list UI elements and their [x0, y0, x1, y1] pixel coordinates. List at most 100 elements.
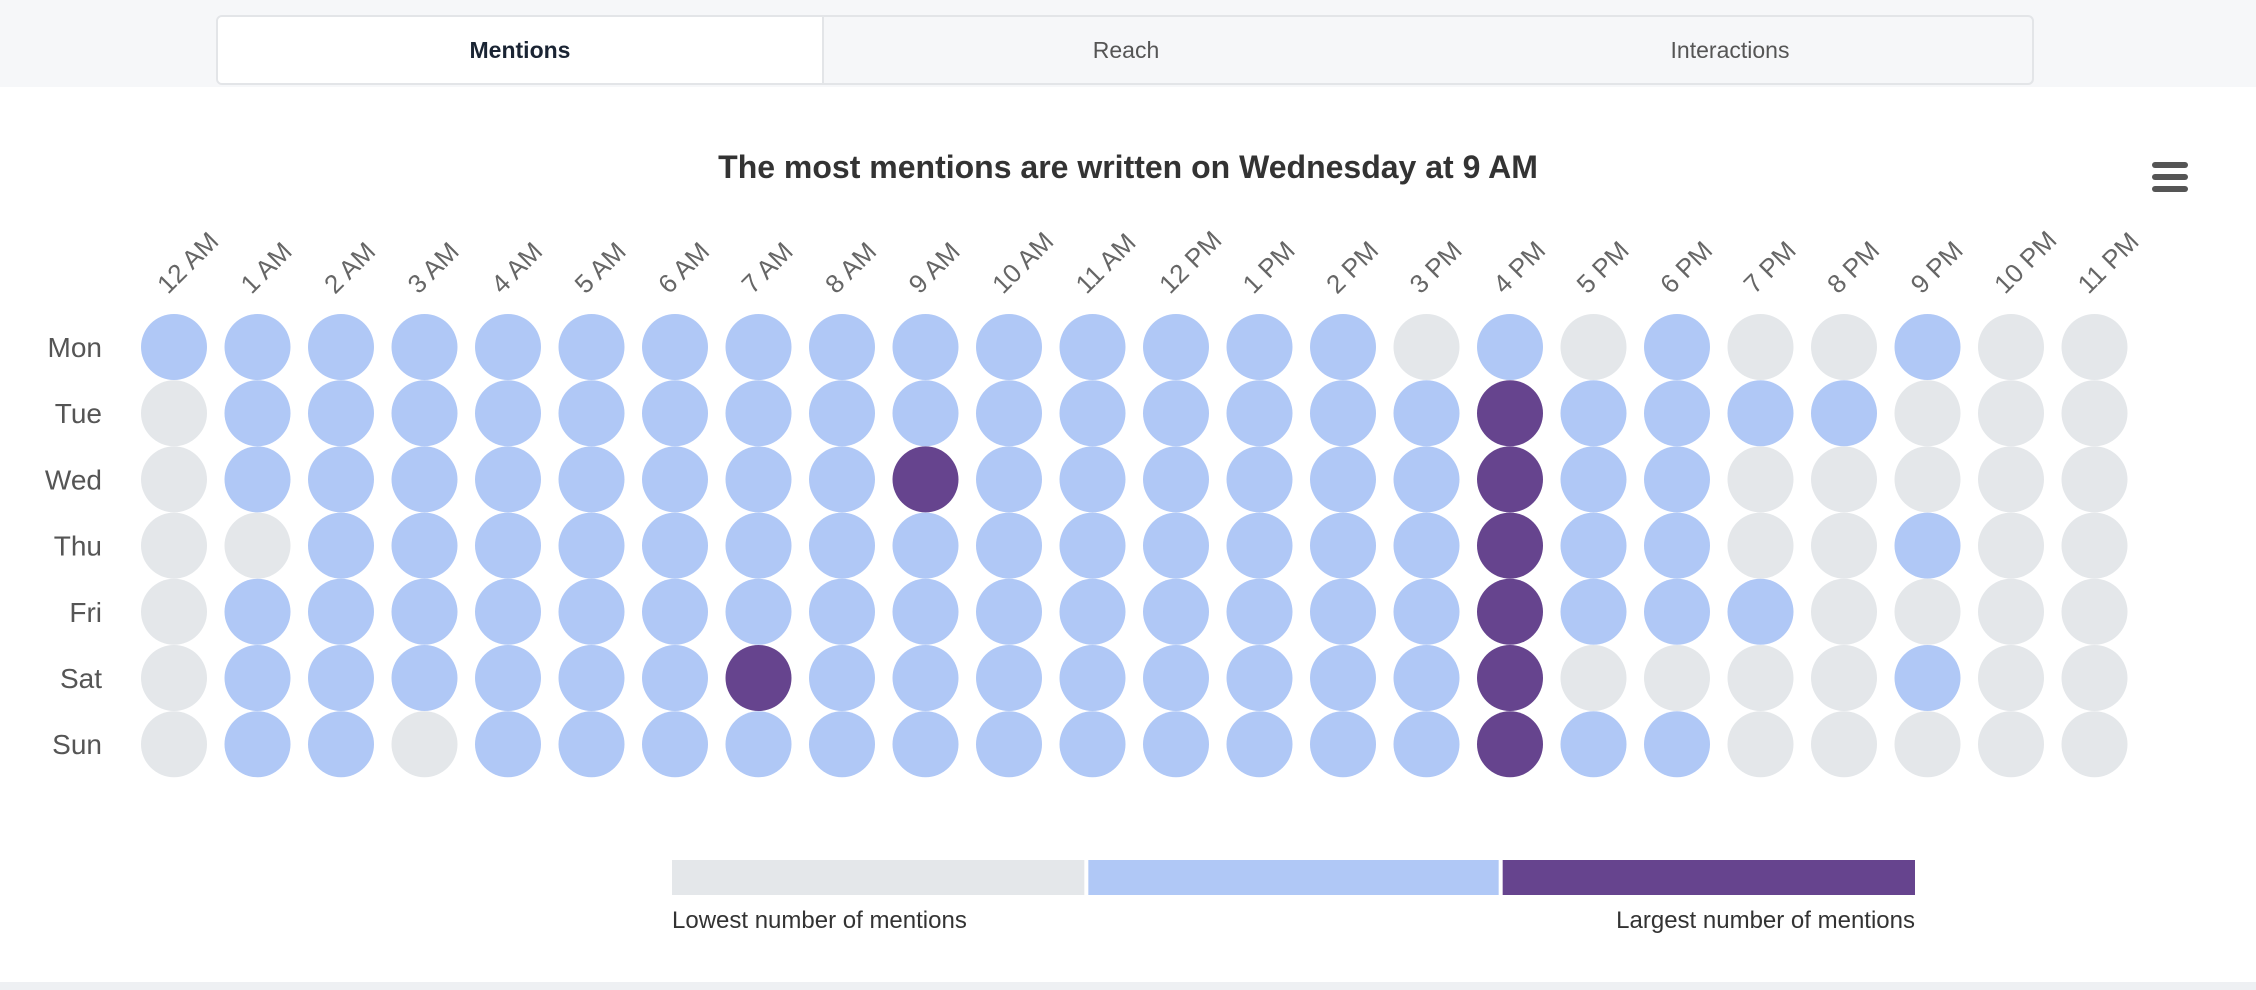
heatmap-cell	[1811, 314, 1877, 380]
heatmap-cell	[141, 446, 207, 513]
heatmap-cell	[809, 578, 875, 645]
heatmap-cell	[1644, 645, 1710, 711]
x-axis-tick-label: 5 PM	[1571, 235, 1635, 299]
hamburger-menu-icon[interactable]	[2150, 158, 2190, 196]
heatmap-cell	[1811, 446, 1877, 513]
x-axis-tick-label: 1 PM	[1237, 235, 1301, 299]
heatmap-cell	[1310, 314, 1376, 380]
heatmap-cell	[1560, 645, 1627, 711]
heatmap-cell	[475, 446, 541, 513]
heatmap-cell	[1143, 578, 1209, 645]
heatmap-cell	[1644, 512, 1710, 579]
tab-mentions[interactable]: Mentions	[218, 17, 824, 83]
heatmap-cell	[1477, 645, 1543, 711]
heatmap-cell	[1727, 711, 1794, 778]
heatmap-cell	[1143, 711, 1209, 778]
heatmap-cell	[1143, 380, 1209, 447]
heatmap-cell	[1393, 446, 1460, 513]
heatmap-cell	[1644, 380, 1710, 447]
x-axis-tick-label: 10 PM	[1988, 225, 2062, 299]
heatmap-cell	[892, 578, 959, 645]
heatmap-cell	[725, 314, 792, 380]
heatmap-cell	[1393, 512, 1460, 579]
heatmap-cell	[1560, 446, 1627, 513]
x-axis-tick-label: 3 AM	[402, 236, 465, 299]
heatmap-cell	[558, 380, 625, 447]
heatmap-cell	[809, 446, 875, 513]
heatmap-cell	[1226, 314, 1293, 380]
legend-color-segment	[1502, 860, 1915, 895]
heatmap-cell	[224, 578, 291, 645]
heatmap-cell	[1393, 578, 1460, 645]
heatmap-cell	[558, 314, 625, 380]
heatmap-cell	[642, 578, 708, 645]
heatmap-cell	[1978, 711, 2044, 778]
chart-panel	[0, 87, 2256, 982]
heatmap-cell	[1226, 446, 1293, 513]
heatmap-cell	[1727, 645, 1794, 711]
heatmap-cell	[391, 645, 458, 711]
heatmap-cell	[1727, 314, 1794, 380]
heatmap-cell	[1978, 512, 2044, 579]
heatmap-cell	[976, 380, 1042, 447]
heatmap-cell	[1727, 512, 1794, 579]
heatmap-cell	[2061, 380, 2128, 447]
heatmap-cell	[1811, 578, 1877, 645]
chart-title: The most mentions are written on Wednesd…	[718, 149, 1538, 185]
heatmap-cell	[1477, 446, 1543, 513]
heatmap-cell	[1310, 578, 1376, 645]
heatmap-cell	[1811, 645, 1877, 711]
heatmap-cell	[558, 578, 625, 645]
heatmap-cell	[1226, 380, 1293, 447]
heatmap-cell	[224, 645, 291, 711]
heatmap-cell	[725, 578, 792, 645]
heatmap-cell	[2061, 578, 2128, 645]
heatmap-cell	[1310, 711, 1376, 778]
heatmap-cell	[1310, 380, 1376, 447]
heatmap-cell	[1560, 512, 1627, 579]
heatmap-cell	[1477, 512, 1543, 579]
heatmap-cell	[1059, 578, 1126, 645]
heatmap-cell	[642, 512, 708, 579]
heatmap-cell	[391, 380, 458, 447]
tab-reach[interactable]: Reach	[1092, 36, 1160, 63]
y-axis-tick-label: Sun	[52, 729, 102, 760]
heatmap-cell	[141, 578, 207, 645]
heatmap-cell	[892, 711, 959, 778]
heatmap-cell	[1310, 645, 1376, 711]
x-axis-tick-label: 11 AM	[1070, 227, 1142, 299]
heatmap-cell	[976, 645, 1042, 711]
heatmap-cell	[1226, 711, 1293, 778]
x-axis-tick-label: 11 PM	[2072, 226, 2145, 299]
tab-interactions[interactable]: Interactions	[1670, 36, 1790, 63]
heatmap-cell	[642, 314, 708, 380]
heatmap-cell	[1727, 446, 1794, 513]
heatmap-cell	[141, 711, 207, 778]
heatmap-cell	[558, 711, 625, 778]
heatmap-cell	[391, 711, 458, 778]
heatmap-cell	[1310, 512, 1376, 579]
heatmap-cell	[1894, 711, 1961, 778]
heatmap-cell	[475, 578, 541, 645]
heatmap-cell	[1978, 314, 2044, 380]
y-axis-tick-label: Sat	[60, 663, 102, 694]
heatmap-cell	[141, 314, 207, 380]
heatmap-cell	[391, 446, 458, 513]
heatmap-cell	[308, 512, 374, 579]
heatmap-cell	[558, 446, 625, 513]
heatmap-cell	[2061, 446, 2128, 513]
heatmap-cell	[892, 512, 959, 579]
x-axis-tick-label: 1 AM	[235, 236, 298, 299]
x-axis-tick-label: 8 AM	[819, 236, 882, 299]
x-axis-tick-label: 6 PM	[1654, 235, 1718, 299]
heatmap-cell	[558, 512, 625, 579]
heatmap-cell	[475, 645, 541, 711]
heatmap-cell	[224, 380, 291, 447]
x-axis-tick-label: 9 PM	[1905, 235, 1969, 299]
heatmap-cell	[809, 711, 875, 778]
heatmap-cell	[1477, 711, 1543, 778]
heatmap-cell	[1393, 380, 1460, 447]
x-axis-tick-label: 8 PM	[1821, 235, 1885, 299]
heatmap-cell	[1644, 711, 1710, 778]
